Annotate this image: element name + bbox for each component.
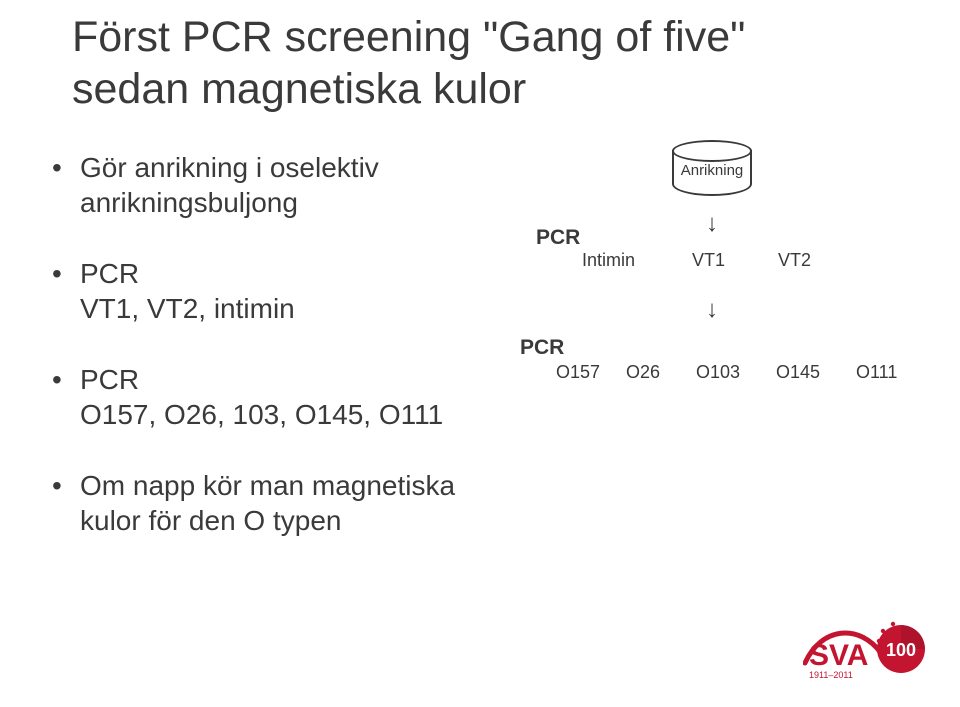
bullet-2-line-1: PCR bbox=[80, 256, 472, 291]
bullet-3: PCR O157, O26, 103, O145, O111 bbox=[52, 362, 472, 432]
logo-years: 1911–2011 bbox=[809, 670, 853, 680]
bullet-1-line-1: Gör anrikning i oselektiv bbox=[80, 150, 472, 185]
label-o145: O145 bbox=[776, 362, 820, 383]
arrow-down-icon: ↓ bbox=[705, 298, 719, 322]
anrikning-label: Anrikning bbox=[670, 162, 754, 179]
slide-title: Först PCR screening "Gang of five" sedan… bbox=[72, 12, 745, 115]
bullet-3-line-2: O157, O26, 103, O145, O111 bbox=[80, 397, 472, 432]
flow-diagram: Anrikning ↓ PCR Intimin VT1 VT2 ↓ PCR O1… bbox=[500, 140, 940, 480]
label-o103: O103 bbox=[696, 362, 740, 383]
sva-logo: SVA 1911–2011 100 bbox=[803, 619, 928, 685]
label-vt1: VT1 bbox=[692, 250, 725, 271]
label-o111: O111 bbox=[856, 362, 897, 383]
bullet-2: PCR VT1, VT2, intimin bbox=[52, 256, 472, 326]
bullet-4-line-1: Om napp kör man magnetiska bbox=[80, 468, 472, 503]
label-o26: O26 bbox=[626, 362, 660, 383]
svg-text:100: 100 bbox=[886, 640, 916, 660]
arrow-down-icon: ↓ bbox=[705, 212, 719, 236]
bullet-1: Gör anrikning i oselektiv anrikningsbulj… bbox=[52, 150, 472, 220]
bullet-4-line-2: kulor för den O typen bbox=[80, 503, 472, 538]
pcr-label-1: PCR bbox=[536, 226, 580, 250]
slide: Först PCR screening "Gang of five" sedan… bbox=[0, 0, 960, 707]
bullet-list: Gör anrikning i oselektiv anrikningsbulj… bbox=[52, 150, 472, 574]
badge-100-icon: 100 bbox=[877, 622, 925, 673]
title-line-1: Först PCR screening "Gang of five" bbox=[72, 13, 745, 61]
label-intimin: Intimin bbox=[582, 250, 635, 271]
title-line-2: sedan magnetiska kulor bbox=[72, 65, 526, 113]
logo-text: SVA bbox=[809, 639, 868, 672]
label-o157: O157 bbox=[556, 362, 600, 383]
label-vt2: VT2 bbox=[778, 250, 811, 271]
bullet-4: Om napp kör man magnetiska kulor för den… bbox=[52, 468, 472, 538]
bullet-3-line-1: PCR bbox=[80, 362, 472, 397]
bullet-1-line-2: anrikningsbuljong bbox=[80, 185, 472, 220]
pcr-label-2: PCR bbox=[520, 336, 564, 360]
bullet-2-line-2: VT1, VT2, intimin bbox=[80, 291, 472, 326]
